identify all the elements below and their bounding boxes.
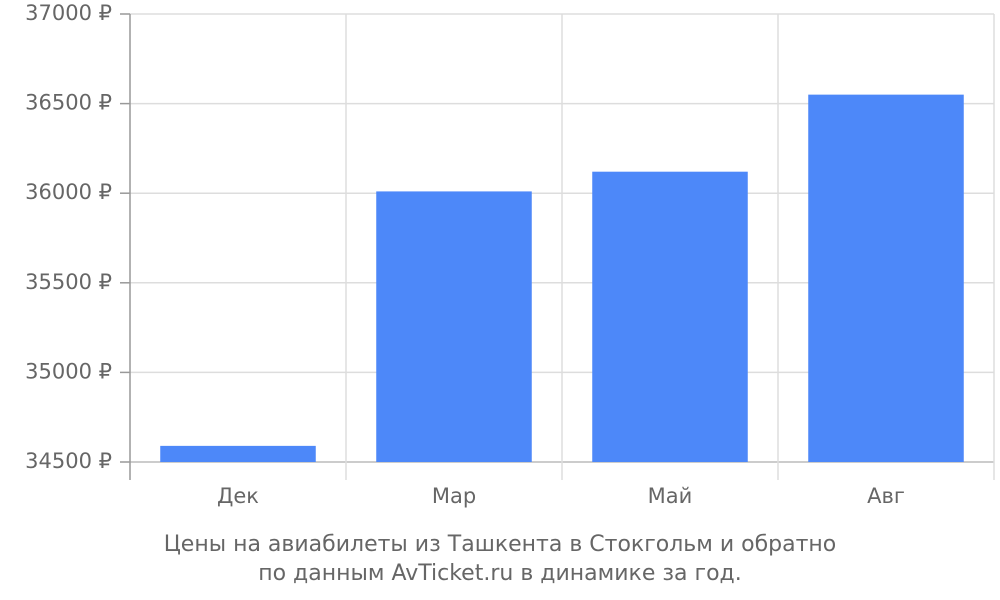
x-tick-label: Мар	[432, 484, 476, 508]
y-tick-label: 35000 ₽	[25, 359, 112, 383]
bar	[376, 191, 532, 462]
bar	[592, 171, 748, 463]
y-tick-label: 35500 ₽	[25, 270, 112, 294]
bar	[808, 94, 964, 462]
bar	[160, 445, 316, 462]
y-tick-label: 36000 ₽	[25, 180, 112, 204]
x-tick-label: Дек	[217, 484, 259, 508]
chart-title: Цены на авиабилеты из Ташкента в Стокгол…	[163, 532, 837, 586]
x-tick-label: Май	[648, 484, 693, 508]
chart: 34500 ₽ 35000 ₽ 35500 ₽ 36000 ₽ 36500 ₽ 37000…	[25, 1, 995, 508]
y-tick-label: 36500 ₽	[25, 91, 112, 115]
y-tick-label: 34500 ₽	[25, 449, 112, 473]
x-tick-label: Авг	[867, 484, 905, 508]
y-tick-label: 37000 ₽	[25, 1, 112, 25]
